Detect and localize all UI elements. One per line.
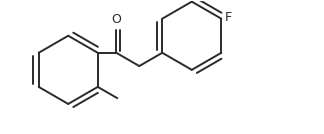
Text: O: O <box>111 13 121 26</box>
Text: F: F <box>225 11 232 24</box>
